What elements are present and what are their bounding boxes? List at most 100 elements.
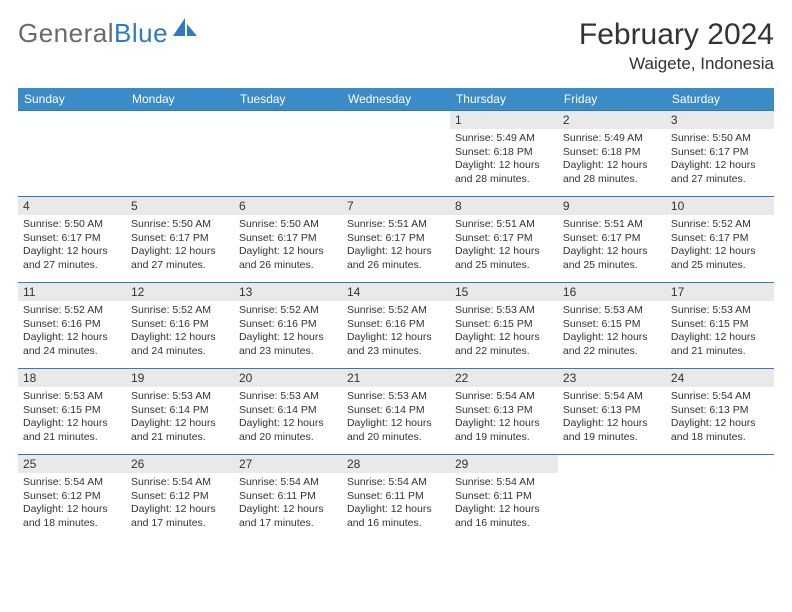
weekday-header: Wednesday [342,88,450,111]
day-number: 29 [450,455,558,473]
day-details: Sunrise: 5:49 AMSunset: 6:18 PMDaylight:… [450,129,558,193]
day-details: Sunrise: 5:53 AMSunset: 6:15 PMDaylight:… [666,301,774,365]
day-number: 9 [558,197,666,215]
title-block: February 2024 Waigete, Indonesia [579,18,774,74]
empty-cell [342,111,450,197]
day-cell: 17Sunrise: 5:53 AMSunset: 6:15 PMDayligh… [666,283,774,369]
day-number: 5 [126,197,234,215]
day-details: Sunrise: 5:50 AMSunset: 6:17 PMDaylight:… [18,215,126,279]
day-details: Sunrise: 5:50 AMSunset: 6:17 PMDaylight:… [126,215,234,279]
day-details: Sunrise: 5:54 AMSunset: 6:11 PMDaylight:… [342,473,450,537]
day-cell: 11Sunrise: 5:52 AMSunset: 6:16 PMDayligh… [18,283,126,369]
day-details: Sunrise: 5:53 AMSunset: 6:14 PMDaylight:… [234,387,342,451]
day-number: 23 [558,369,666,387]
header: GeneralBlue February 2024 Waigete, Indon… [18,18,774,74]
day-number: 1 [450,111,558,129]
calendar-row: 25Sunrise: 5:54 AMSunset: 6:12 PMDayligh… [18,455,774,541]
day-number: 11 [18,283,126,301]
logo-sail-icon [171,16,199,38]
day-details: Sunrise: 5:49 AMSunset: 6:18 PMDaylight:… [558,129,666,193]
day-number: 8 [450,197,558,215]
location: Waigete, Indonesia [579,54,774,74]
day-number: 12 [126,283,234,301]
day-details: Sunrise: 5:53 AMSunset: 6:15 PMDaylight:… [558,301,666,365]
empty-cell [234,111,342,197]
day-number: 10 [666,197,774,215]
day-details: Sunrise: 5:51 AMSunset: 6:17 PMDaylight:… [450,215,558,279]
day-cell: 12Sunrise: 5:52 AMSunset: 6:16 PMDayligh… [126,283,234,369]
weekday-header: Saturday [666,88,774,111]
day-details: Sunrise: 5:50 AMSunset: 6:17 PMDaylight:… [234,215,342,279]
day-cell: 26Sunrise: 5:54 AMSunset: 6:12 PMDayligh… [126,455,234,541]
weekday-header: Thursday [450,88,558,111]
day-number: 20 [234,369,342,387]
day-cell: 25Sunrise: 5:54 AMSunset: 6:12 PMDayligh… [18,455,126,541]
day-number: 24 [666,369,774,387]
calendar-header-row: SundayMondayTuesdayWednesdayThursdayFrid… [18,88,774,111]
day-details: Sunrise: 5:54 AMSunset: 6:11 PMDaylight:… [450,473,558,537]
calendar-body: 1Sunrise: 5:49 AMSunset: 6:18 PMDaylight… [18,111,774,541]
day-number: 2 [558,111,666,129]
day-cell: 29Sunrise: 5:54 AMSunset: 6:11 PMDayligh… [450,455,558,541]
weekday-header: Tuesday [234,88,342,111]
day-number: 17 [666,283,774,301]
page-title: February 2024 [579,18,774,52]
calendar-row: 11Sunrise: 5:52 AMSunset: 6:16 PMDayligh… [18,283,774,369]
day-details: Sunrise: 5:52 AMSunset: 6:16 PMDaylight:… [126,301,234,365]
day-number: 27 [234,455,342,473]
day-cell: 7Sunrise: 5:51 AMSunset: 6:17 PMDaylight… [342,197,450,283]
day-cell: 14Sunrise: 5:52 AMSunset: 6:16 PMDayligh… [342,283,450,369]
day-cell: 21Sunrise: 5:53 AMSunset: 6:14 PMDayligh… [342,369,450,455]
day-cell: 10Sunrise: 5:52 AMSunset: 6:17 PMDayligh… [666,197,774,283]
day-cell: 27Sunrise: 5:54 AMSunset: 6:11 PMDayligh… [234,455,342,541]
day-details: Sunrise: 5:54 AMSunset: 6:12 PMDaylight:… [126,473,234,537]
day-cell: 1Sunrise: 5:49 AMSunset: 6:18 PMDaylight… [450,111,558,197]
day-cell: 13Sunrise: 5:52 AMSunset: 6:16 PMDayligh… [234,283,342,369]
day-number: 15 [450,283,558,301]
day-cell: 22Sunrise: 5:54 AMSunset: 6:13 PMDayligh… [450,369,558,455]
day-details: Sunrise: 5:54 AMSunset: 6:11 PMDaylight:… [234,473,342,537]
day-details: Sunrise: 5:52 AMSunset: 6:17 PMDaylight:… [666,215,774,279]
logo-text-1: General [18,18,114,49]
day-details: Sunrise: 5:53 AMSunset: 6:14 PMDaylight:… [342,387,450,451]
day-number: 26 [126,455,234,473]
day-cell: 2Sunrise: 5:49 AMSunset: 6:18 PMDaylight… [558,111,666,197]
day-cell: 5Sunrise: 5:50 AMSunset: 6:17 PMDaylight… [126,197,234,283]
day-number: 7 [342,197,450,215]
day-details: Sunrise: 5:54 AMSunset: 6:13 PMDaylight:… [666,387,774,451]
day-number: 3 [666,111,774,129]
day-details: Sunrise: 5:51 AMSunset: 6:17 PMDaylight:… [558,215,666,279]
day-cell: 16Sunrise: 5:53 AMSunset: 6:15 PMDayligh… [558,283,666,369]
day-cell: 18Sunrise: 5:53 AMSunset: 6:15 PMDayligh… [18,369,126,455]
day-cell: 8Sunrise: 5:51 AMSunset: 6:17 PMDaylight… [450,197,558,283]
day-details: Sunrise: 5:51 AMSunset: 6:17 PMDaylight:… [342,215,450,279]
calendar-row: 1Sunrise: 5:49 AMSunset: 6:18 PMDaylight… [18,111,774,197]
day-details: Sunrise: 5:52 AMSunset: 6:16 PMDaylight:… [18,301,126,365]
day-details: Sunrise: 5:54 AMSunset: 6:12 PMDaylight:… [18,473,126,537]
weekday-header: Monday [126,88,234,111]
empty-cell [126,111,234,197]
day-cell: 4Sunrise: 5:50 AMSunset: 6:17 PMDaylight… [18,197,126,283]
logo-text-2: Blue [114,18,168,49]
empty-cell [666,455,774,541]
day-cell: 15Sunrise: 5:53 AMSunset: 6:15 PMDayligh… [450,283,558,369]
weekday-header: Friday [558,88,666,111]
day-number: 14 [342,283,450,301]
weekday-header: Sunday [18,88,126,111]
day-number: 21 [342,369,450,387]
day-cell: 3Sunrise: 5:50 AMSunset: 6:17 PMDaylight… [666,111,774,197]
day-number: 6 [234,197,342,215]
day-details: Sunrise: 5:54 AMSunset: 6:13 PMDaylight:… [558,387,666,451]
day-cell: 6Sunrise: 5:50 AMSunset: 6:17 PMDaylight… [234,197,342,283]
day-number: 22 [450,369,558,387]
calendar-row: 18Sunrise: 5:53 AMSunset: 6:15 PMDayligh… [18,369,774,455]
logo: GeneralBlue [18,18,199,49]
day-cell: 19Sunrise: 5:53 AMSunset: 6:14 PMDayligh… [126,369,234,455]
day-details: Sunrise: 5:53 AMSunset: 6:15 PMDaylight:… [18,387,126,451]
day-cell: 9Sunrise: 5:51 AMSunset: 6:17 PMDaylight… [558,197,666,283]
calendar-table: SundayMondayTuesdayWednesdayThursdayFrid… [18,88,774,541]
day-details: Sunrise: 5:53 AMSunset: 6:15 PMDaylight:… [450,301,558,365]
day-details: Sunrise: 5:50 AMSunset: 6:17 PMDaylight:… [666,129,774,193]
day-cell: 23Sunrise: 5:54 AMSunset: 6:13 PMDayligh… [558,369,666,455]
empty-cell [558,455,666,541]
